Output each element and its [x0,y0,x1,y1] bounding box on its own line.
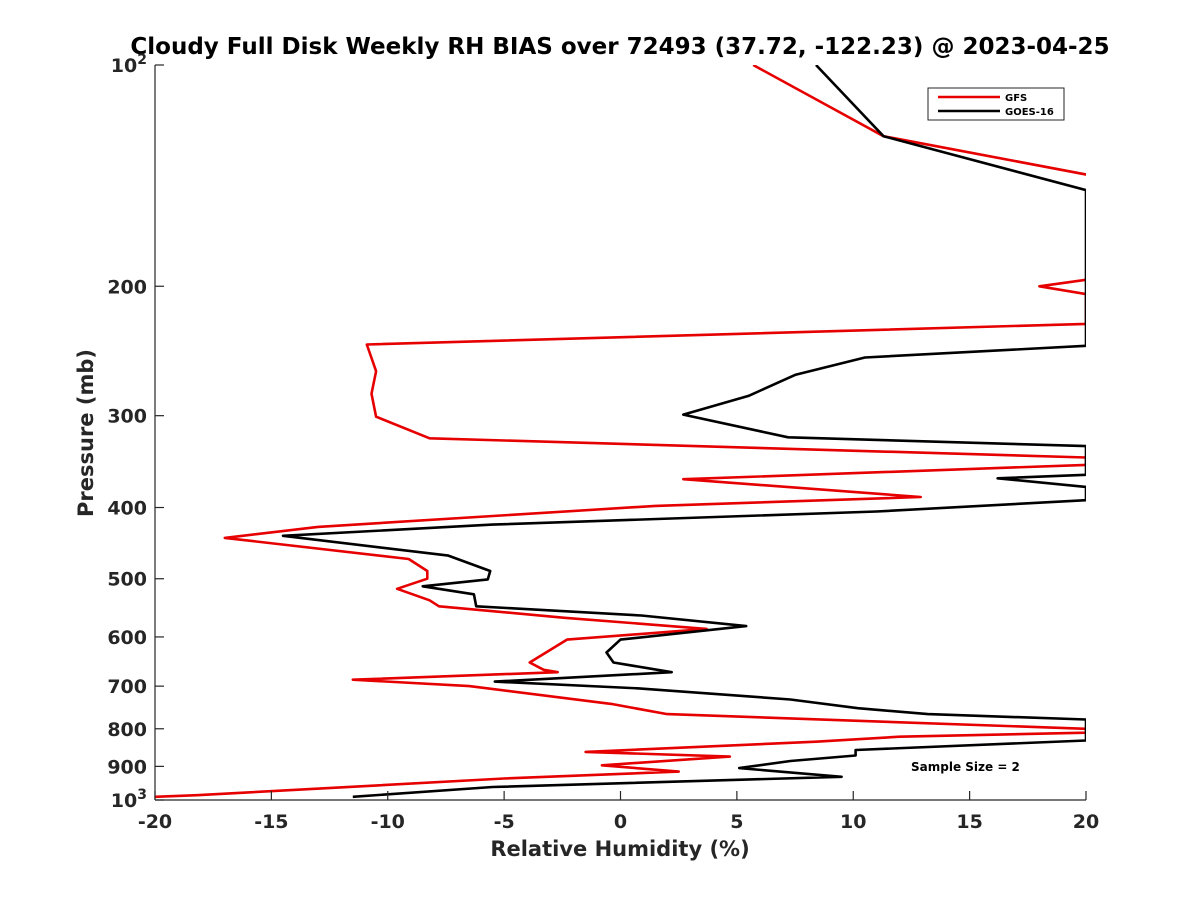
y-tick-label: 700 [107,676,147,698]
chart-title: Cloudy Full Disk Weekly RH BIAS over 724… [130,34,1109,60]
plot-area [154,65,1086,801]
x-axis-title: Relative Humidity (%) [490,837,749,861]
y-tick-label: 102 [111,52,147,77]
x-tick-label: -10 [371,811,405,833]
y-axis-ticks: 102 200 300 400 500 600 700 800 900 103 [107,52,164,812]
y-tick-label: 300 [107,406,147,428]
x-tick-label: 5 [730,811,743,833]
y-tick-label: 400 [107,498,147,520]
y-tick-label: 600 [107,627,147,649]
series-line-goes16 [281,65,1086,799]
y-tick-label: 900 [107,756,147,778]
x-axis-ticks: -20 -15 -10 -5 0 5 10 15 20 [138,791,1099,833]
x-tick-label: 20 [1073,811,1099,833]
x-tick-label: 0 [614,811,627,833]
x-tick-label: 15 [956,811,982,833]
plot-frame [155,65,1086,800]
y-tick-label: 800 [107,719,147,741]
x-tick-label: -5 [494,811,515,833]
y-tick-label: 500 [107,569,147,591]
legend-label-goes16: GOES-16 [1005,107,1054,118]
legend-label-gfs: GFS [1005,93,1027,104]
x-tick-label: -15 [254,811,288,833]
series-layer [155,65,1086,799]
sample-size-annotation: Sample Size = 2 [911,760,1020,774]
x-tick-label: 10 [840,811,866,833]
y-axis-title: Pressure (mb) [74,349,98,517]
y-tick-label: 200 [107,276,147,298]
legend: GFS GOES-16 [927,87,1065,121]
y-tick-label: 103 [111,787,147,812]
legend-box [927,87,1065,121]
series-line-gfs [155,65,1086,799]
x-tick-label: -20 [138,811,172,833]
